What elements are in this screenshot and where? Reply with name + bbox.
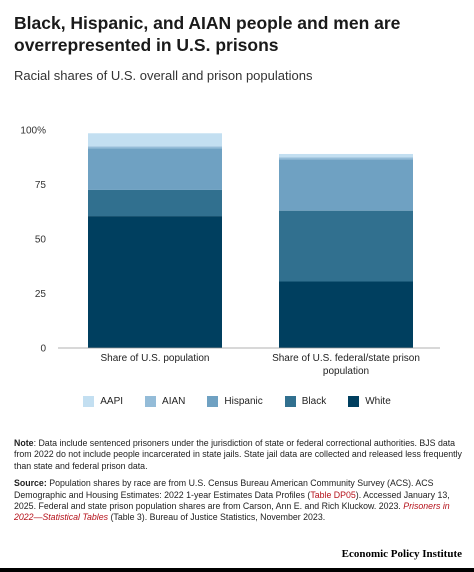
legend-label: White	[365, 396, 391, 407]
source-text-3: (Table 3). Bureau of Justice Statistics,…	[108, 512, 326, 523]
bar-segment-hispanic-2	[279, 159, 413, 211]
bar-segment-black-1	[88, 189, 222, 217]
y-tick-label: 0	[40, 344, 46, 355]
legend-swatch	[207, 396, 219, 407]
legend-swatch	[284, 396, 296, 407]
legend-swatch	[348, 396, 360, 407]
footer-rule	[0, 568, 474, 572]
bar-segment-white-2	[279, 281, 413, 348]
source-text-2: ). Accessed January 13, 2025. Federal an…	[14, 489, 450, 512]
legend-swatch	[83, 396, 95, 407]
y-tick-label: 25	[35, 289, 47, 300]
note-label: Note	[14, 438, 34, 448]
legend: AAPI AIAN Hispanic Black White	[0, 396, 474, 407]
notes: Note: Data include sentenced prisoners u…	[14, 438, 462, 530]
x-category-label-2: Share of U.S. federal/state prison popula…	[272, 353, 420, 377]
source-link-table-dp05[interactable]: Table DP05	[310, 489, 356, 500]
y-tick-label: 100%	[20, 126, 46, 137]
bar-segment-hispanic-1	[88, 148, 222, 190]
legend-item-hispanic: Hispanic	[207, 396, 263, 407]
legend-label: AIAN	[162, 396, 186, 407]
legend-item-aian: AIAN	[145, 396, 185, 407]
legend-label: Black	[301, 396, 327, 407]
bar-segment-aapi-2	[279, 153, 413, 158]
legend-label: AAPI	[100, 396, 124, 407]
y-tick-label: 75	[35, 180, 47, 191]
bar-segment-aian-1	[88, 146, 222, 149]
legend-item-aapi: AAPI	[83, 396, 123, 407]
bar-segment-white-1	[88, 216, 222, 348]
note-text: : Data include sentenced prisoners under…	[14, 438, 462, 471]
source-link-prisoners-2022[interactable]: Prisoners in 2022—Statistical Tables	[14, 501, 450, 523]
legend-label: Hispanic	[224, 396, 263, 407]
bars	[58, 133, 440, 349]
legend-swatch	[145, 396, 157, 407]
legend-item-black: Black	[284, 396, 327, 407]
bar-segment-aapi-1	[88, 133, 222, 147]
x-category-label-1: Share of U.S. population	[101, 353, 210, 364]
source-text-1: Population shares by race are from U.S. …	[14, 478, 434, 500]
source-paragraph: Source: Population shares by race are fr…	[14, 478, 462, 524]
bar-segment-aian-2	[279, 157, 413, 160]
legend-item-white: White	[348, 396, 391, 407]
y-tick-label: 50	[35, 235, 47, 246]
x-axis: Share of U.S. population Share of U.S. fe…	[101, 353, 420, 377]
chart-subtitle: Racial shares of U.S. overall and prison…	[14, 68, 313, 83]
source-label: Source:	[14, 478, 47, 489]
brand-logo-text: Economic Policy Institute	[341, 548, 462, 560]
bar-segment-black-2	[279, 210, 413, 282]
note-paragraph: Note: Data include sentenced prisoners u…	[14, 438, 462, 472]
y-axis: 0 25 50 75 100%	[20, 126, 46, 355]
chart-title: Black, Hispanic, and AIAN people and men…	[14, 13, 401, 55]
